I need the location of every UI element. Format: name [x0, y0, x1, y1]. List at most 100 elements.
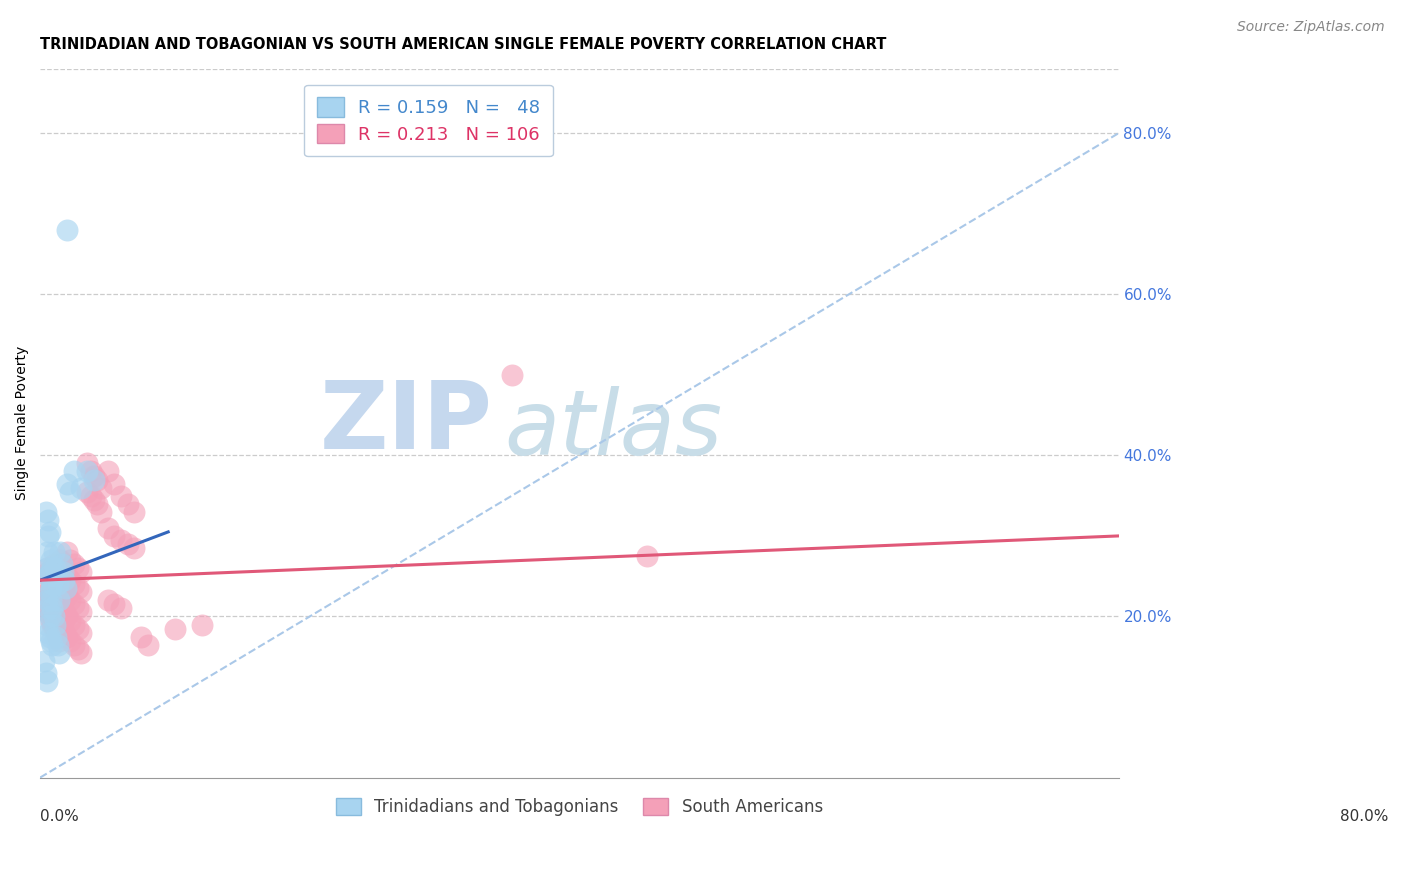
Point	[56, 223, 79, 237]
Point	[41, 617, 63, 632]
Point	[46, 577, 69, 591]
Point	[52, 582, 75, 596]
Point	[56, 590, 79, 604]
Point	[34, 505, 56, 519]
Point	[41, 601, 63, 615]
Text: TRINIDADIAN AND TOBAGONIAN VS SOUTH AMERICAN SINGLE FEMALE POVERTY CORRELATION C: TRINIDADIAN AND TOBAGONIAN VS SOUTH AMER…	[41, 37, 887, 53]
Point	[37, 513, 59, 527]
Point	[48, 633, 70, 648]
Point	[38, 630, 60, 644]
Point	[62, 465, 84, 479]
Point	[39, 582, 62, 596]
Point	[136, 638, 159, 652]
Point	[46, 590, 69, 604]
Point	[39, 593, 62, 607]
Point	[45, 565, 67, 579]
Point	[66, 561, 89, 575]
Point	[44, 582, 66, 596]
Point	[117, 537, 139, 551]
Point	[49, 545, 72, 559]
Point	[69, 606, 91, 620]
Text: atlas: atlas	[503, 386, 721, 475]
Point	[44, 601, 66, 615]
Point	[62, 638, 84, 652]
Point	[35, 582, 58, 596]
Point	[124, 505, 146, 519]
Point	[45, 606, 67, 620]
Point	[66, 582, 89, 596]
Point	[110, 533, 132, 547]
Point	[38, 609, 60, 624]
Point	[45, 585, 67, 599]
Point	[41, 638, 63, 652]
Point	[96, 593, 118, 607]
Point	[96, 521, 118, 535]
Point	[103, 598, 125, 612]
Point	[69, 481, 91, 495]
Point	[117, 497, 139, 511]
Point	[42, 609, 65, 624]
Point	[53, 585, 76, 599]
Point	[38, 590, 60, 604]
Point	[59, 614, 82, 628]
Text: 0.0%: 0.0%	[41, 809, 79, 824]
Point	[41, 577, 63, 591]
Point	[48, 593, 70, 607]
Point	[191, 617, 214, 632]
Point	[56, 609, 79, 624]
Point	[37, 601, 59, 615]
Point	[44, 561, 66, 575]
Point	[59, 553, 82, 567]
Point	[52, 601, 75, 615]
Point	[45, 630, 67, 644]
Point	[35, 601, 58, 615]
Point	[32, 654, 55, 668]
Point	[35, 673, 58, 688]
Point	[56, 630, 79, 644]
Point	[62, 617, 84, 632]
Point	[35, 617, 58, 632]
Y-axis label: Single Female Poverty: Single Female Poverty	[15, 346, 30, 500]
Point	[56, 545, 79, 559]
Point	[49, 614, 72, 628]
Point	[55, 590, 77, 604]
Point	[45, 625, 67, 640]
Point	[41, 598, 63, 612]
Point	[55, 609, 77, 624]
Point	[52, 561, 75, 575]
Point	[83, 468, 105, 483]
Point	[42, 577, 65, 591]
Point	[103, 476, 125, 491]
Point	[42, 545, 65, 559]
Point	[83, 492, 105, 507]
Point	[37, 569, 59, 583]
Point	[35, 593, 58, 607]
Point	[38, 565, 60, 579]
Point	[53, 565, 76, 579]
Point	[76, 465, 98, 479]
Point	[86, 497, 108, 511]
Point	[55, 582, 77, 596]
Point	[59, 573, 82, 587]
Point	[90, 481, 112, 495]
Point	[35, 561, 58, 575]
Point	[51, 617, 73, 632]
Point	[90, 505, 112, 519]
Point	[51, 557, 73, 571]
Point	[55, 630, 77, 644]
Point	[66, 601, 89, 615]
Point	[46, 638, 69, 652]
Point	[48, 593, 70, 607]
Point	[110, 489, 132, 503]
Text: Source: ZipAtlas.com: Source: ZipAtlas.com	[1237, 20, 1385, 34]
Point	[45, 569, 67, 583]
Point	[51, 598, 73, 612]
Point	[46, 609, 69, 624]
Point	[129, 630, 152, 644]
Point	[86, 473, 108, 487]
Point	[39, 633, 62, 648]
Point	[48, 614, 70, 628]
Point	[80, 465, 103, 479]
Point	[48, 646, 70, 660]
Point	[66, 641, 89, 656]
